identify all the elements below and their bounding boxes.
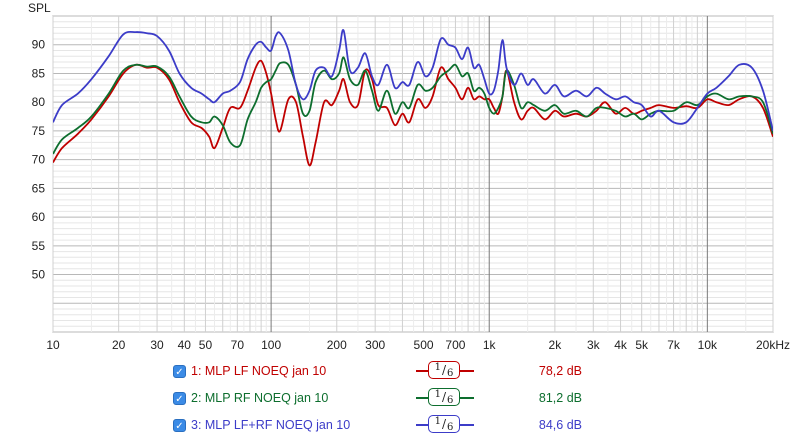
y-tick-label: 65 <box>32 181 46 195</box>
x-tick-label: 2k <box>549 338 563 352</box>
x-tick-label: 100 <box>261 338 281 352</box>
x-tick-label: 4k <box>614 338 628 352</box>
smoothing-numerator: 1 <box>434 388 441 400</box>
x-tick-label: 10 <box>46 338 60 352</box>
x-tick-label: 7k <box>667 338 681 352</box>
x-tick-label: 500 <box>414 338 434 352</box>
x-tick-label: 20kHz <box>756 338 790 352</box>
smoothing-denominator: 6 <box>447 367 454 379</box>
checkbox-icon[interactable]: ✓ <box>173 364 186 378</box>
legend-label: 2: MLP RF NOEQ jan 10 <box>191 391 329 405</box>
x-tick-label: 50 <box>199 338 213 352</box>
series-line-1 <box>53 59 773 167</box>
checkbox-icon[interactable]: ✓ <box>173 418 186 432</box>
y-tick-label: 60 <box>32 210 46 224</box>
smoothing-denominator: 6 <box>447 421 454 433</box>
y-tick-label: 90 <box>32 38 46 52</box>
y-tick-label: 70 <box>32 153 46 167</box>
legend-value: 78,2 dB <box>538 364 582 378</box>
smoothing-selector[interactable]: 1/6 <box>416 388 474 408</box>
smoothing-selector[interactable]: 1/6 <box>416 361 474 381</box>
y-tick-label: 85 <box>32 66 46 80</box>
x-tick-label: 200 <box>327 338 347 352</box>
x-tick-label: 1k <box>483 338 497 352</box>
x-tick-label: 5k <box>635 338 649 352</box>
x-tick-label: 700 <box>445 338 465 352</box>
legend-label: 1: MLP LF NOEQ jan 10 <box>191 364 327 378</box>
x-tick-label: 70 <box>231 338 245 352</box>
smoothing-selector[interactable]: 1/6 <box>416 415 474 435</box>
series-group <box>53 29 773 167</box>
series-line-3 <box>53 29 773 132</box>
plot-area <box>52 15 774 333</box>
y-axis-label: SPL <box>28 1 51 15</box>
legend-value: 81,2 dB <box>538 391 582 405</box>
x-tick-label: 40 <box>178 338 192 352</box>
legend-row-1[interactable]: ✓ 1: MLP LF NOEQ jan 10 1/6 78,2 dB <box>173 361 582 381</box>
x-tick-label: 300 <box>365 338 385 352</box>
series-line-2 <box>53 56 773 155</box>
y-tick-label: 80 <box>32 95 46 109</box>
checkbox-icon[interactable]: ✓ <box>173 391 186 405</box>
legend-value: 84,6 dB <box>538 418 582 432</box>
smoothing-numerator: 1 <box>434 361 441 373</box>
legend-row-2[interactable]: ✓ 2: MLP RF NOEQ jan 10 1/6 81,2 dB <box>173 388 582 408</box>
x-tick-label: 20 <box>112 338 126 352</box>
x-tick-label: 30 <box>150 338 164 352</box>
y-tick-label: 55 <box>32 239 46 253</box>
legend-row-3[interactable]: ✓ 3: MLP LF+RF NOEQ jan 10 1/6 84,6 dB <box>173 415 582 435</box>
x-tick-label: 10k <box>698 338 718 352</box>
smoothing-denominator: 6 <box>447 394 454 406</box>
y-tick-label: 50 <box>32 268 46 282</box>
x-tick-label: 3k <box>587 338 601 352</box>
axis-ticks: 50 55 60 65 70 75 80 85 90 10 20 30 40 50 70 100 200 300 5… <box>32 38 790 352</box>
smoothing-numerator: 1 <box>434 415 441 427</box>
legend-label: 3: MLP LF+RF NOEQ jan 10 <box>191 418 351 432</box>
y-tick-label: 75 <box>32 124 46 138</box>
